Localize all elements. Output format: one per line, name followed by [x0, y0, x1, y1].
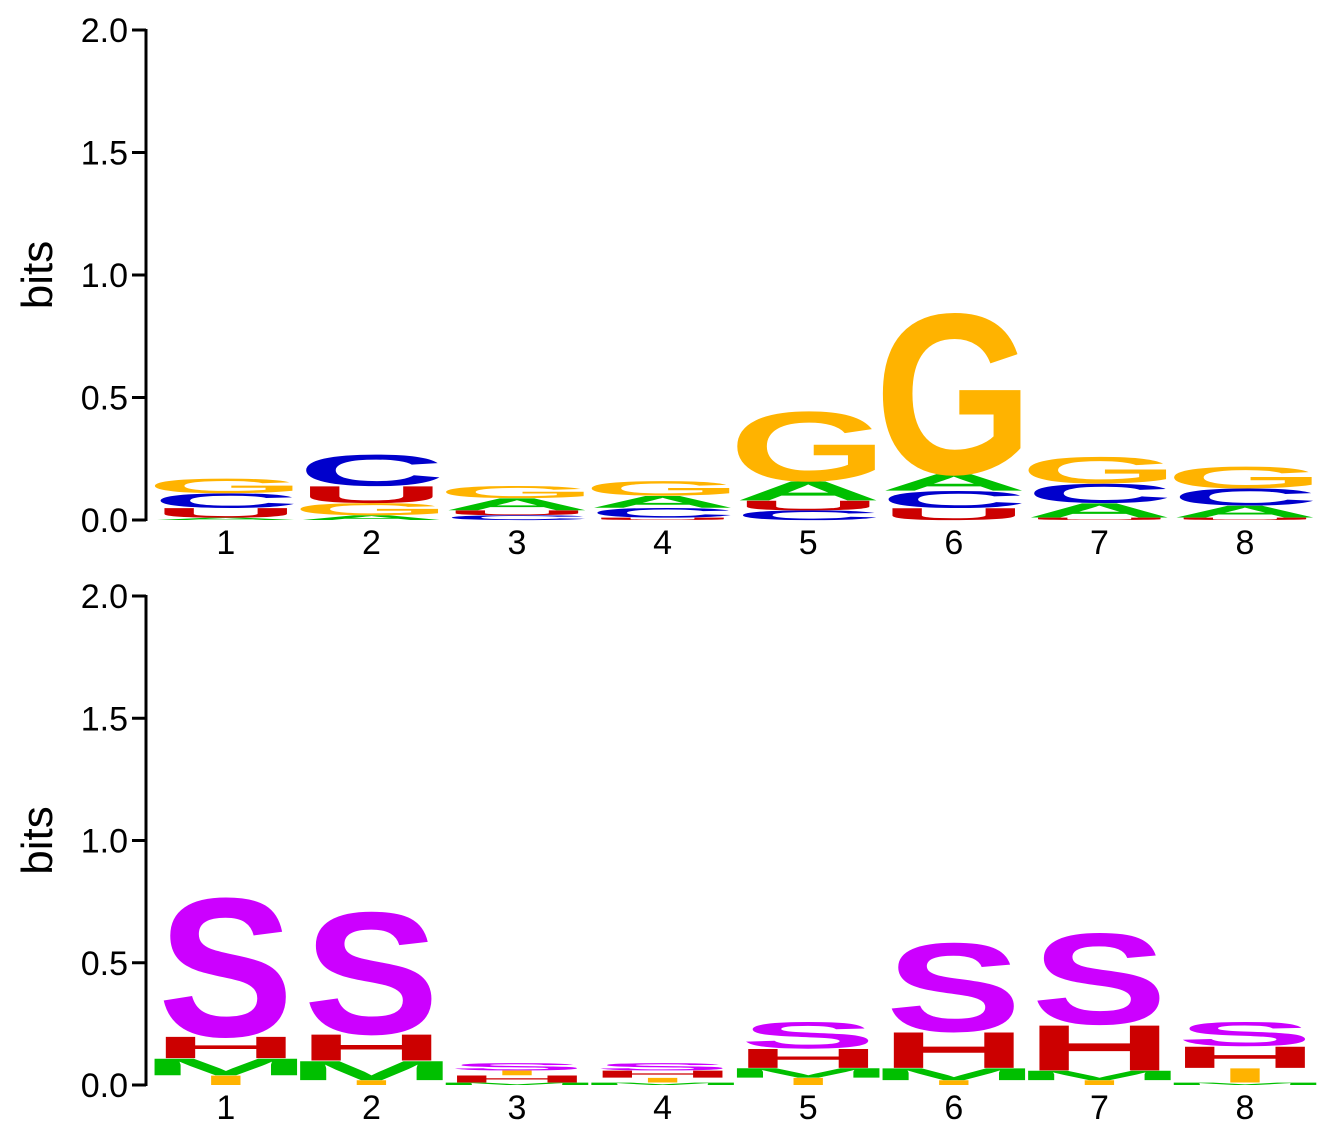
y-tick-label: 2.0	[81, 12, 128, 50]
logo-letter-i: I	[1071, 1079, 1128, 1087]
y-axis-title: bits	[13, 241, 62, 309]
logo-letter-a: A	[152, 517, 299, 521]
logo-letter-a: A	[1171, 502, 1318, 521]
position-label: 7	[1090, 524, 1109, 562]
logo-letter-a: A	[298, 514, 445, 522]
logo-letter-a: A	[735, 475, 882, 506]
logo-letter-g: G	[729, 391, 888, 502]
y-tick-label: 1.0	[81, 823, 128, 861]
logo-letter-u: U	[1026, 517, 1173, 521]
logo-letter-u: U	[152, 505, 299, 520]
y-tick-label: 1.0	[81, 257, 128, 295]
position-label: 7	[1090, 1089, 1109, 1127]
position-label: 1	[216, 524, 235, 562]
logo-letter-s: S	[1177, 1015, 1313, 1053]
logo-letter-a: A	[589, 492, 736, 511]
position-label: 3	[508, 1089, 527, 1127]
logo-letter-c: C	[443, 514, 590, 522]
logo-letter-u: U	[443, 509, 590, 517]
logo-letter-g: G	[438, 482, 597, 501]
logo-letter-c: C	[152, 489, 299, 512]
logo-letter-u: U	[1171, 517, 1318, 521]
logo-letter-s: S	[158, 857, 294, 1079]
logo-letter-h: H	[1171, 1040, 1318, 1074]
y-tick-label: 0.0	[81, 1067, 128, 1105]
position-label: 4	[653, 1089, 672, 1127]
position-label: 3	[508, 524, 527, 562]
logo-letter-c: C	[1171, 484, 1318, 511]
y-axis-title: bits	[13, 806, 62, 874]
logo-letter-h: H	[298, 1027, 445, 1069]
position-label: 5	[799, 1089, 818, 1127]
logo-letter-u: U	[589, 517, 736, 521]
position-label: 8	[1236, 1089, 1255, 1127]
logo-letter-c: C	[880, 486, 1027, 513]
logo-letter-m: M	[723, 1065, 893, 1080]
logo-letter-m: M	[578, 1082, 748, 1086]
logo-letter-i: I	[343, 1079, 400, 1087]
logo-letter-u: U	[735, 498, 882, 513]
logo-letter-h: H	[443, 1073, 590, 1085]
logo-letter-c: C	[298, 446, 445, 496]
y-tick-label: 1.5	[81, 700, 128, 738]
logo-letter-a: A	[880, 469, 1027, 496]
logo-letter-h: H	[152, 1030, 299, 1064]
logo-letter-m: M	[869, 1065, 1039, 1084]
logo-letter-g: G	[583, 477, 742, 500]
position-label: 2	[362, 524, 381, 562]
logo-letter-h: H	[735, 1043, 882, 1074]
logo-letter-c: C	[735, 508, 882, 523]
y-tick-label: 0.0	[81, 502, 128, 540]
logo-letter-m: M	[141, 1054, 311, 1081]
y-tick-label: 2.0	[81, 578, 128, 616]
logo-letter-c: C	[1026, 478, 1173, 509]
position-label: 2	[362, 1089, 381, 1127]
logo-letter-i: I	[780, 1076, 837, 1088]
logo-letter-m: M	[1160, 1082, 1330, 1086]
logo-letter-s: S	[595, 1061, 731, 1073]
logo-letter-m: M	[432, 1082, 602, 1086]
logo-letter-g: G	[1020, 449, 1179, 491]
logo-letter-m: M	[287, 1055, 457, 1086]
position-label: 1	[216, 1089, 235, 1127]
y-tick-label: 1.5	[81, 135, 128, 173]
position-label: 4	[653, 524, 672, 562]
logo-letter-u: U	[880, 504, 1027, 523]
logo-letter-s: S	[303, 876, 439, 1071]
logo-letter-a: A	[443, 495, 590, 514]
logo-letter-h: H	[589, 1068, 736, 1080]
logo-letter-i: I	[1217, 1064, 1274, 1087]
logo-letter-g: G	[1166, 460, 1325, 495]
logo-letter-h: H	[1026, 1012, 1173, 1085]
logo-letter-s: S	[1031, 907, 1167, 1052]
logo-letter-s: S	[449, 1061, 585, 1073]
logo-letter-s: S	[740, 1014, 876, 1056]
logo-letter-s: S	[886, 916, 1022, 1058]
position-label: 6	[944, 524, 963, 562]
logo-letter-g: G	[147, 474, 306, 497]
logo-letter-g: G	[292, 500, 451, 519]
logo-letter-h: H	[880, 1022, 1027, 1079]
logo-letter-u: U	[298, 481, 445, 508]
position-label: 6	[944, 1089, 963, 1127]
y-tick-label: 0.5	[81, 380, 128, 418]
logo-letter-i: I	[634, 1076, 691, 1084]
position-label: 8	[1236, 524, 1255, 562]
logo-letter-c: C	[589, 505, 736, 520]
y-tick-label: 0.5	[81, 945, 128, 983]
logo-letter-a: A	[1026, 499, 1173, 522]
logo-letter-i: I	[489, 1069, 546, 1077]
position-label: 5	[799, 524, 818, 562]
logo-letter-i: I	[197, 1073, 254, 1088]
logo-letter-i: I	[925, 1079, 982, 1087]
logo-letter-g: G	[875, 266, 1034, 523]
logo-letter-m: M	[1014, 1068, 1184, 1083]
